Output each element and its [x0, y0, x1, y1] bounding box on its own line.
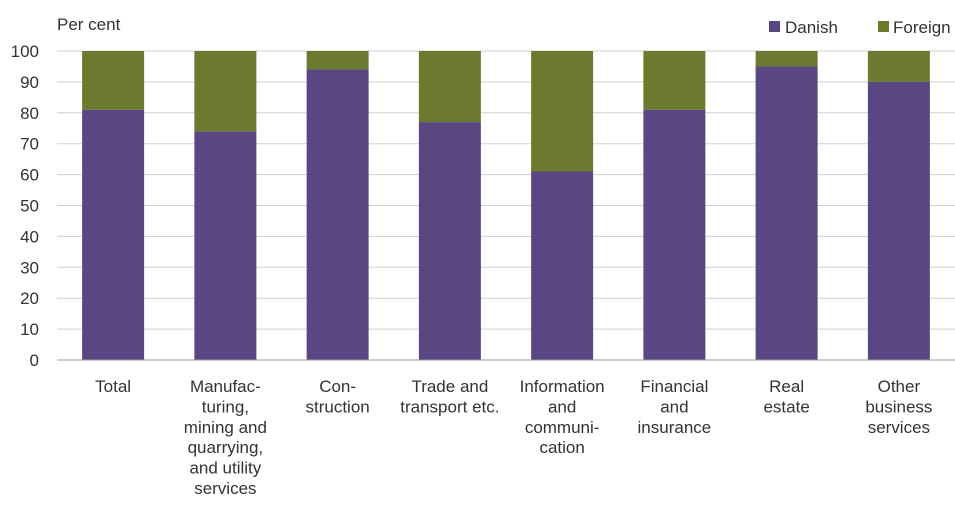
x-category-label: Con-struction — [306, 377, 370, 416]
x-category-label: Financial and insurance — [638, 377, 712, 437]
legend-swatch-danish — [769, 21, 780, 32]
x-category-label-line: and — [660, 397, 688, 416]
bar-foreign-1 — [194, 51, 257, 132]
x-axis-category-labels: Total Manufac-turing, mining and quarrying,… — [95, 377, 932, 498]
bar-foreign-2 — [306, 51, 369, 70]
legend-label-danish: Danish — [785, 18, 838, 37]
x-category-label-line: business — [865, 397, 932, 416]
bar-danish-3 — [418, 122, 481, 360]
x-category-label-line: Con- — [319, 377, 356, 396]
x-category-label-line: transport etc. — [400, 397, 499, 416]
bar-danish-0 — [82, 109, 145, 361]
gridlines — [57, 50, 955, 330]
x-category-label-line: Manufac- — [190, 377, 261, 396]
bar-danish-2 — [306, 69, 369, 360]
bar-danish-7 — [867, 81, 930, 361]
x-category-label: Real estate — [763, 377, 809, 416]
legend-label-foreign: Foreign — [893, 18, 951, 37]
bar-danish-1 — [194, 131, 257, 360]
y-tick-label: 10 — [20, 320, 39, 339]
bar-foreign-3 — [418, 51, 481, 123]
y-tick-label: 0 — [30, 351, 39, 370]
y-tick-label: 30 — [20, 258, 39, 277]
x-category-label-line: Trade and — [411, 377, 488, 396]
bar-danish-6 — [755, 66, 818, 360]
x-category-label-line: services — [194, 479, 256, 498]
x-category-label: Other business services — [865, 377, 932, 437]
bar-foreign-0 — [82, 51, 145, 110]
x-category-label: Manufac-turing, mining and quarrying, and u… — [184, 377, 267, 498]
x-category-label-line: mining and — [184, 418, 267, 437]
y-tick-label: 50 — [20, 197, 39, 216]
legend: Danish Foreign — [769, 18, 951, 37]
x-category-label-line: Information — [520, 377, 605, 396]
x-category-label-line: quarrying, — [188, 438, 264, 457]
x-category-label: Information and communi-cation — [520, 377, 605, 457]
x-category-label-line: turing, — [202, 397, 249, 416]
x-category-label-line: communi- — [525, 418, 600, 437]
bar-danish-4 — [531, 171, 594, 360]
y-tick-label: 100 — [11, 42, 39, 61]
y-tick-label: 80 — [20, 104, 39, 123]
bar-foreign-6 — [755, 51, 818, 67]
x-category-label: Trade and transport etc. — [400, 377, 499, 416]
x-category-label-line: and — [548, 397, 576, 416]
bar-foreign-5 — [643, 51, 706, 110]
x-category-label-line: Real — [769, 377, 804, 396]
y-axis-ticks: 0 10 20 30 40 50 60 70 80 90 100 — [11, 42, 39, 370]
x-category-label: Total — [95, 377, 131, 396]
y-axis-unit-label: Per cent — [57, 15, 121, 34]
y-tick-label: 60 — [20, 166, 39, 185]
x-category-label-line: services — [868, 418, 930, 437]
x-category-label-line: insurance — [638, 418, 712, 437]
bars — [82, 51, 930, 361]
x-category-label-line: struction — [306, 397, 370, 416]
x-category-label-line: Total — [95, 377, 131, 396]
legend-swatch-foreign — [878, 21, 889, 32]
x-category-label-line: estate — [763, 397, 809, 416]
x-category-label-line: cation — [539, 438, 584, 457]
y-tick-label: 90 — [20, 73, 39, 92]
bar-foreign-4 — [531, 51, 594, 172]
x-category-label-line: and utility — [189, 459, 261, 478]
bar-foreign-7 — [867, 51, 930, 82]
x-category-label-line: Other — [878, 377, 921, 396]
y-tick-label: 20 — [20, 289, 39, 308]
bar-danish-5 — [643, 109, 706, 361]
x-category-label-line: Financial — [640, 377, 708, 396]
y-tick-label: 70 — [20, 135, 39, 154]
y-tick-label: 40 — [20, 227, 39, 246]
